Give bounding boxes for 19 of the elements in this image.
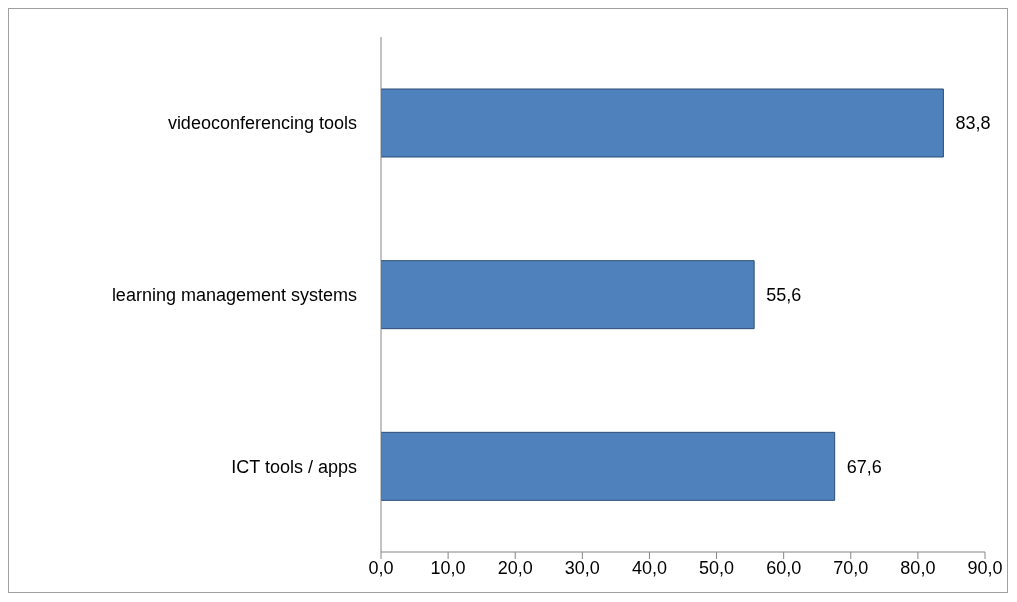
data-label: 67,6 (846, 456, 882, 477)
y-tick-label: videoconferencing tools (167, 113, 357, 134)
x-tick-label: 30,0 (564, 557, 600, 578)
y-tick-label: learning management systems (111, 284, 357, 305)
bar (381, 260, 755, 330)
data-label: 55,6 (766, 285, 802, 306)
bar (381, 431, 836, 501)
x-tick-label: 70,0 (833, 557, 869, 578)
x-tick-label: 60,0 (766, 557, 802, 578)
data-label: 83,8 (955, 113, 991, 134)
x-tick-label: 50,0 (699, 557, 735, 578)
x-tick-label: 40,0 (631, 557, 667, 578)
x-tick-label: 0,0 (368, 557, 394, 578)
bar (381, 88, 944, 158)
x-tick-label: 80,0 (900, 557, 936, 578)
x-tick-label: 10,0 (430, 557, 466, 578)
x-tick-label: 90,0 (967, 557, 1003, 578)
x-tick-label: 20,0 (497, 557, 533, 578)
y-tick-label: ICT tools / apps (231, 456, 357, 477)
